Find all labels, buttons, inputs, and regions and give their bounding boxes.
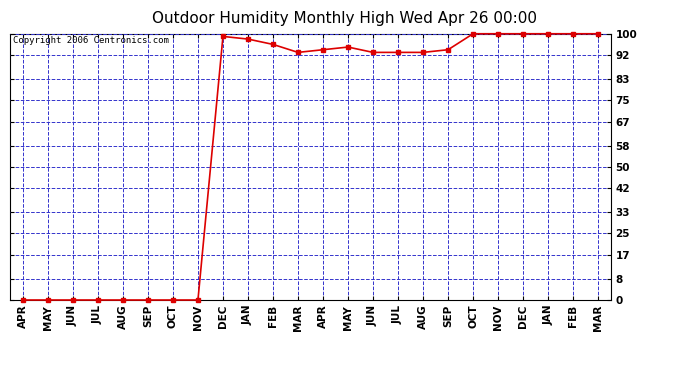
- Text: Copyright 2006 Centronics.com: Copyright 2006 Centronics.com: [13, 36, 169, 45]
- Text: Outdoor Humidity Monthly High Wed Apr 26 00:00: Outdoor Humidity Monthly High Wed Apr 26…: [152, 11, 538, 26]
